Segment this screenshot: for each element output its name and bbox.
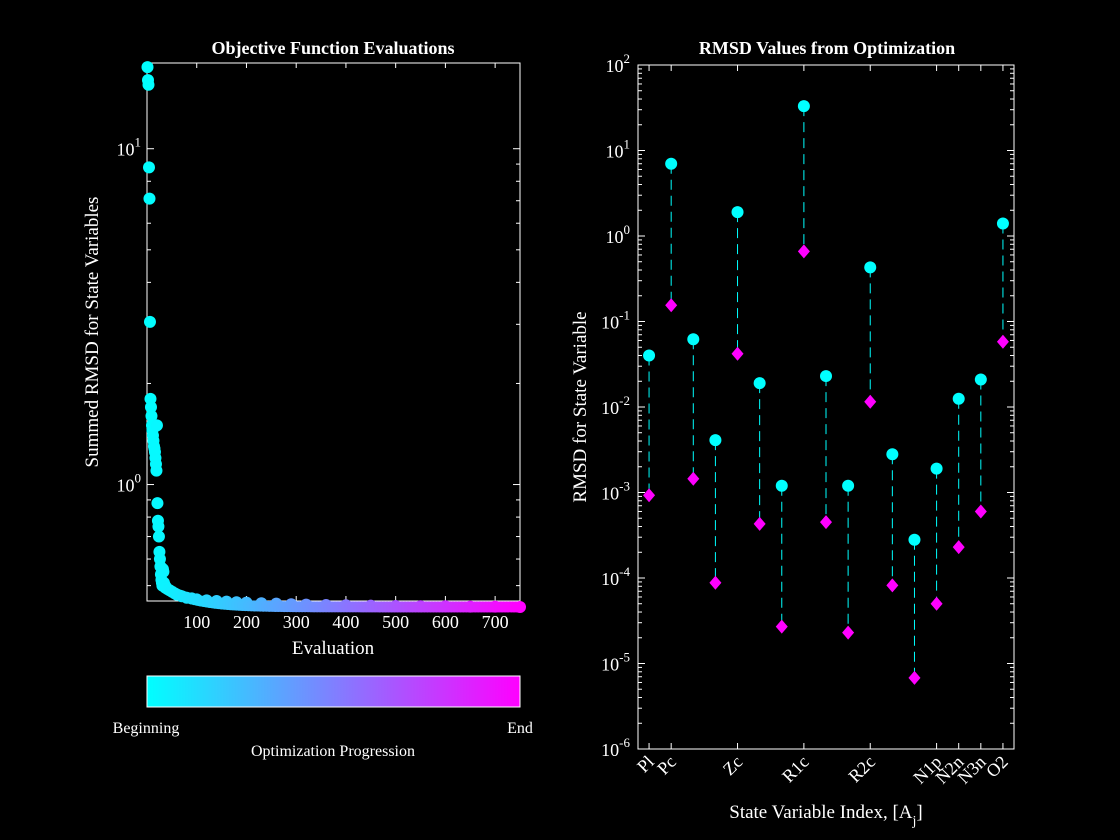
right-diamond-point [731,346,744,361]
right-circle-point [709,434,722,447]
right-chart-title: RMSD Values from Optimization [699,38,955,58]
right-diamond-point [908,670,921,685]
right-axes-frame [637,64,1015,750]
left-x-ticks: 100 200 300 400 500 600 700 [183,63,509,632]
right-y-tick-label: 100 [606,222,631,247]
right-y-tick-label: 10-1 [601,308,630,333]
left-x-tick-label: 200 [233,612,260,632]
colorbar-right-label: End [507,720,533,737]
right-y-axis-label: RMSD for State Variable [570,311,591,502]
left-y-axis-label: Summed RMSD for State Variables [82,197,103,468]
colorbar-caption: Optimization Progression [251,743,415,760]
right-circle-point [952,392,965,405]
right-y-tick-label: 10-5 [601,650,630,675]
right-diamond-point [974,504,987,519]
right-circle-point [974,373,987,386]
right-y-tick-label: 10-3 [601,479,630,504]
right-y-tick-label: 10-6 [601,735,630,760]
left-data-point [152,530,165,543]
left-data-point [145,409,158,422]
right-x-axis-label: State Variable Index, [Aj] [729,802,922,829]
right-x-tick-label: Zc [719,752,747,780]
right-x-tick-label: Pc [653,752,680,779]
right-diamond-point [842,625,855,640]
left-data-point [143,315,156,328]
right-diamond-point [709,575,722,590]
right-circle-point [731,206,744,219]
left-data-point-dense [514,601,526,613]
right-circle-point [886,448,899,461]
right-circle-point [930,462,943,475]
left-data-point [157,565,170,578]
colorbar-left-label: Beginning [113,720,180,737]
right-diamond-point [643,488,656,503]
right-circle-point [797,100,810,113]
right-circle-point [665,157,678,170]
right-circle-point [908,533,921,546]
left-data-point [141,61,154,74]
right-diamond-point [797,244,810,259]
right-circle-point [864,261,877,274]
left-data-point [152,520,165,533]
left-x-tick-label: 600 [432,612,459,632]
right-y-tick-label: 10-4 [601,564,630,589]
left-x-tick-label: 400 [332,612,359,632]
right-y-tick-label: 10-2 [601,393,630,418]
right-x-tick-label: R1c [778,752,813,787]
left-data-point [143,192,156,205]
right-y-tick-label: 102 [606,51,631,76]
left-data-point [142,161,155,174]
left-data-point [144,401,157,414]
left-x-tick-label: 700 [482,612,509,632]
colorbar: Beginning End Optimization Progression [113,675,533,760]
colorbar-gradient [146,675,521,708]
left-data-point [151,497,164,510]
right-diamond-point [687,471,700,486]
left-x-axis-label: Evaluation [292,638,375,659]
right-diamond-point [952,540,965,555]
left-data-point [142,78,155,91]
left-points [141,61,526,613]
left-data-point [150,419,163,432]
left-axes-frame [146,62,521,602]
right-diamond-point [864,394,877,409]
left-data-point [150,464,163,477]
left-chart-title: Objective Function Evaluations [211,38,454,58]
right-x-tick-label: R2c [844,752,879,787]
right-y-ticks: 102 101 100 10-1 10-2 10-3 10-4 10-5 10-6 [601,51,1014,760]
left-y-tick-label: 100 [117,471,142,496]
right-diamond-point [665,298,678,313]
right-circle-point [753,377,766,390]
right-diamond-point [886,578,899,593]
right-diamond-point [753,516,766,531]
right-y-tick-label: 101 [606,137,631,162]
left-axes: 100 200 300 400 500 600 700 100 101 Objective F… [82,38,526,659]
left-x-tick-label: 100 [183,612,210,632]
right-points [643,100,1009,685]
left-y-ticks: 100 101 [117,135,520,587]
left-x-tick-label: 300 [283,612,310,632]
right-diamond-point [820,515,832,530]
right-circle-point [996,217,1009,230]
right-circle-point [820,370,832,383]
right-diamond-point [996,334,1009,349]
right-circle-point [643,349,656,362]
right-circle-point [775,479,788,492]
right-diamond-point [775,619,788,634]
right-x-tick-label: O2 [982,752,1012,782]
right-circle-point [842,479,855,492]
right-diamond-point [930,596,943,611]
left-x-tick-label: 500 [382,612,409,632]
right-stems [648,106,1004,678]
left-y-tick-label: 101 [117,135,142,160]
right-circle-point [687,333,700,346]
